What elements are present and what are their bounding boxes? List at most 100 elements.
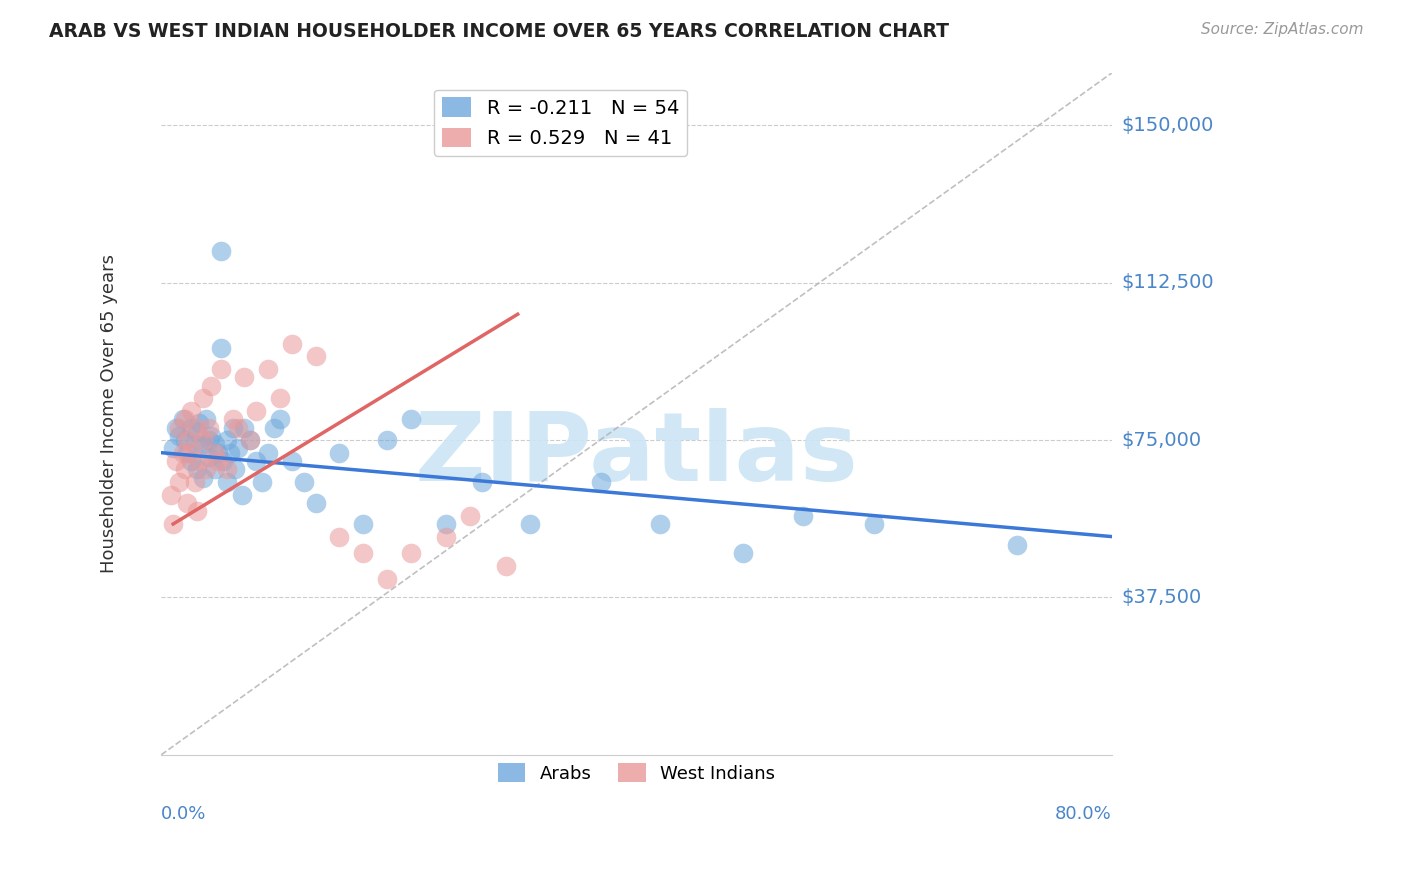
Point bbox=[159, 488, 181, 502]
Point bbox=[458, 508, 481, 523]
Point bbox=[188, 417, 211, 431]
Point bbox=[231, 488, 253, 502]
Point bbox=[172, 445, 194, 459]
Point bbox=[375, 572, 398, 586]
Point bbox=[176, 496, 198, 510]
Point bbox=[165, 420, 187, 434]
Point bbox=[399, 546, 422, 560]
Point bbox=[197, 433, 219, 447]
Point bbox=[167, 475, 190, 489]
Point bbox=[399, 412, 422, 426]
Point bbox=[212, 454, 235, 468]
Point bbox=[863, 516, 886, 531]
Legend: Arabs, West Indians: Arabs, West Indians bbox=[491, 756, 782, 790]
Point bbox=[186, 420, 208, 434]
Point bbox=[183, 475, 205, 489]
Point bbox=[792, 508, 814, 523]
Point bbox=[204, 445, 226, 459]
Point bbox=[257, 361, 280, 376]
Text: ARAB VS WEST INDIAN HOUSEHOLDER INCOME OVER 65 YEARS CORRELATION CHART: ARAB VS WEST INDIAN HOUSEHOLDER INCOME O… bbox=[49, 22, 949, 41]
Point bbox=[328, 445, 350, 459]
Point bbox=[165, 454, 187, 468]
Point bbox=[245, 403, 267, 417]
Point bbox=[269, 391, 291, 405]
Point bbox=[172, 412, 194, 426]
Text: Source: ZipAtlas.com: Source: ZipAtlas.com bbox=[1201, 22, 1364, 37]
Point bbox=[252, 475, 274, 489]
Text: ZIPatlas: ZIPatlas bbox=[415, 409, 859, 501]
Point bbox=[180, 454, 202, 468]
Point bbox=[195, 462, 218, 476]
Point bbox=[224, 462, 246, 476]
Point bbox=[174, 462, 197, 476]
Point bbox=[495, 558, 517, 573]
Point bbox=[204, 462, 226, 476]
Point bbox=[328, 530, 350, 544]
Point bbox=[176, 433, 198, 447]
Point bbox=[1005, 538, 1028, 552]
Text: 0.0%: 0.0% bbox=[162, 805, 207, 823]
Point bbox=[215, 475, 238, 489]
Point bbox=[191, 471, 214, 485]
Point bbox=[180, 420, 202, 434]
Point bbox=[209, 361, 232, 376]
Point bbox=[167, 420, 190, 434]
Point bbox=[197, 450, 219, 464]
Text: $37,500: $37,500 bbox=[1121, 588, 1202, 607]
Point bbox=[519, 516, 541, 531]
Point bbox=[233, 370, 256, 384]
Point bbox=[281, 336, 304, 351]
Point bbox=[180, 445, 202, 459]
Point bbox=[269, 412, 291, 426]
Point bbox=[257, 445, 280, 459]
Point bbox=[221, 420, 243, 434]
Point bbox=[375, 433, 398, 447]
Point bbox=[209, 244, 232, 259]
Point bbox=[162, 516, 184, 531]
Point bbox=[215, 433, 238, 447]
Point bbox=[188, 454, 211, 468]
Point bbox=[239, 433, 262, 447]
Point bbox=[589, 475, 612, 489]
Point bbox=[200, 429, 222, 443]
Point bbox=[174, 433, 197, 447]
Point bbox=[204, 437, 226, 451]
Text: $112,500: $112,500 bbox=[1121, 273, 1213, 293]
Point bbox=[228, 442, 250, 456]
Point bbox=[183, 437, 205, 451]
Point bbox=[471, 475, 494, 489]
Text: $150,000: $150,000 bbox=[1121, 116, 1213, 135]
Point bbox=[195, 412, 218, 426]
Point bbox=[228, 420, 250, 434]
Point bbox=[281, 454, 304, 468]
Point bbox=[186, 462, 208, 476]
Point bbox=[162, 442, 184, 456]
Point bbox=[219, 445, 242, 459]
Point bbox=[733, 546, 755, 560]
Point bbox=[180, 403, 202, 417]
Point bbox=[434, 530, 457, 544]
Point bbox=[352, 546, 374, 560]
Point bbox=[167, 429, 190, 443]
Point bbox=[191, 391, 214, 405]
Point bbox=[191, 437, 214, 451]
Point bbox=[221, 412, 243, 426]
Point bbox=[292, 475, 315, 489]
Point bbox=[207, 445, 229, 459]
Point bbox=[434, 516, 457, 531]
Point bbox=[305, 349, 328, 363]
Point bbox=[176, 445, 198, 459]
Point bbox=[305, 496, 328, 510]
Point bbox=[186, 504, 208, 518]
Point bbox=[174, 412, 197, 426]
Point bbox=[352, 516, 374, 531]
Text: Householder Income Over 65 years: Householder Income Over 65 years bbox=[100, 254, 118, 574]
Point bbox=[209, 341, 232, 355]
Text: $75,000: $75,000 bbox=[1121, 431, 1201, 450]
Point bbox=[200, 378, 222, 392]
Point bbox=[186, 425, 208, 439]
Point bbox=[191, 433, 214, 447]
Point bbox=[215, 462, 238, 476]
Point bbox=[263, 420, 285, 434]
Point bbox=[239, 433, 262, 447]
